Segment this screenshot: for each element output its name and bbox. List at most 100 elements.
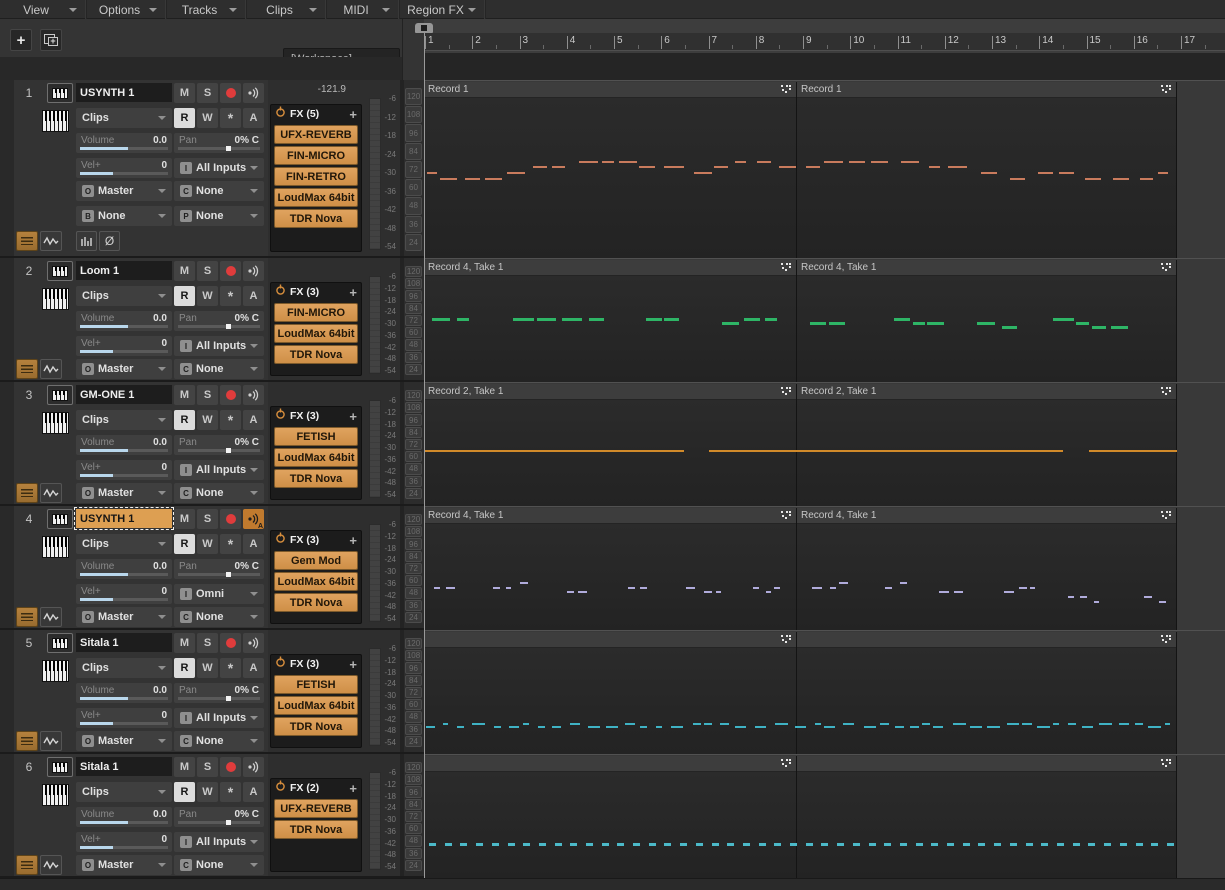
pitch-scale-box[interactable]: 120	[405, 88, 422, 105]
track-number[interactable]: 3	[14, 388, 44, 402]
automation-lane-button[interactable]	[40, 231, 62, 251]
pitch-scale-box[interactable]: 96	[405, 538, 422, 549]
meter-options-button[interactable]	[76, 231, 97, 251]
automation-assign-button[interactable]: A	[243, 410, 264, 430]
solo-button[interactable]: S	[197, 509, 218, 529]
pitch-scale-box[interactable]: 36	[405, 476, 422, 487]
solo-button[interactable]: S	[197, 261, 218, 281]
automation-write-button[interactable]: W	[197, 286, 218, 306]
automation-read-button[interactable]: R	[174, 286, 195, 306]
automation-snap-button[interactable]: *	[220, 286, 241, 306]
pitch-scale-box[interactable]: 96	[405, 414, 422, 425]
aux-send-dropdown[interactable]: CNone	[174, 483, 264, 503]
velocity-field[interactable]: Vel+0	[76, 708, 172, 728]
mute-button[interactable]: M	[174, 83, 195, 103]
add-fx-button[interactable]: +	[349, 285, 357, 300]
output-dropdown[interactable]: OMaster	[76, 855, 172, 875]
pan-field-thumb[interactable]	[226, 820, 231, 825]
arm-record-button[interactable]	[220, 261, 241, 281]
mute-button[interactable]: M	[174, 261, 195, 281]
pitch-scale-box[interactable]: 96	[405, 786, 422, 797]
fx-plugin-button[interactable]: TDR Nova	[274, 717, 358, 736]
collapse-arrows-icon[interactable]	[350, 757, 360, 769]
output-dropdown[interactable]: OMaster	[76, 483, 172, 503]
pan-field-slider[interactable]	[178, 325, 260, 328]
input-echo-button[interactable]	[243, 83, 264, 103]
instrument-button[interactable]	[47, 509, 73, 529]
clip-header[interactable]	[424, 632, 796, 648]
pitch-scale-box[interactable]: 120	[405, 762, 422, 773]
track-name-field[interactable]: Loom 1	[76, 261, 172, 280]
pitch-scale-box[interactable]: 84	[405, 675, 422, 686]
arm-record-button[interactable]	[220, 633, 241, 653]
solo-button[interactable]: S	[197, 385, 218, 405]
fx-plugin-button[interactable]: LoudMax 64bit	[274, 696, 358, 715]
pan-field-thumb[interactable]	[226, 324, 231, 329]
add-fx-button[interactable]: +	[349, 409, 357, 424]
automation-lane-button[interactable]	[40, 359, 62, 379]
pitch-scale-box[interactable]: 108	[405, 278, 422, 289]
instrument-icon[interactable]	[42, 412, 69, 439]
fx-plugin-button[interactable]: TDR Nova	[274, 593, 358, 612]
collapse-arrows-icon[interactable]	[350, 633, 360, 645]
power-icon[interactable]	[275, 531, 286, 549]
display-mode-dropdown[interactable]: Clips	[76, 782, 172, 802]
arm-record-button[interactable]	[220, 757, 241, 777]
input-echo-button[interactable]: A	[243, 509, 264, 529]
pan-field-thumb[interactable]	[226, 696, 231, 701]
menu-item-tracks[interactable]: Tracks	[167, 0, 247, 19]
clip-row[interactable]	[424, 754, 1225, 878]
velocity-field-slider[interactable]	[80, 474, 168, 477]
pitch-scale-box[interactable]: 24	[405, 736, 422, 747]
clip-header[interactable]	[797, 756, 1176, 772]
fx-bin-header[interactable]: FX (3)+	[271, 531, 361, 549]
patch-dropdown[interactable]: PNone	[174, 206, 264, 226]
fx-bin-header[interactable]: FX (3)+	[271, 655, 361, 673]
pitch-scale-box[interactable]: 120	[405, 638, 422, 649]
input-echo-button[interactable]	[243, 633, 264, 653]
fx-bin-header[interactable]: FX (3)+	[271, 283, 361, 301]
track-number[interactable]: 5	[14, 636, 44, 650]
input-dropdown[interactable]: IAll Inputs -	[174, 832, 264, 852]
fx-plugin-button[interactable]: LoudMax 64bit	[274, 324, 358, 343]
take-lanes-button[interactable]	[16, 483, 38, 503]
instrument-button[interactable]	[47, 385, 73, 405]
pan-field-slider[interactable]	[178, 449, 260, 452]
automation-snap-button[interactable]: *	[220, 108, 241, 128]
track-name-field[interactable]: GM-ONE 1	[76, 385, 172, 404]
fx-plugin-button[interactable]: LoudMax 64bit	[274, 188, 358, 207]
pitch-scale-box[interactable]: 72	[405, 315, 422, 326]
automation-write-button[interactable]: W	[197, 108, 218, 128]
pitch-scale-box[interactable]: 36	[405, 600, 422, 611]
add-fx-button[interactable]: +	[349, 781, 357, 796]
track-number[interactable]: 4	[14, 512, 44, 526]
automation-lane-button[interactable]	[40, 483, 62, 503]
pitch-scale-box[interactable]: 36	[405, 848, 422, 859]
velocity-field-slider[interactable]	[80, 846, 168, 849]
automation-snap-button[interactable]: *	[220, 658, 241, 678]
input-dropdown[interactable]: IAll Inputs -	[174, 158, 264, 178]
menu-item-region-fx[interactable]: Region FX	[400, 0, 486, 19]
solo-button[interactable]: S	[197, 83, 218, 103]
pitch-scale-box[interactable]: 108	[405, 650, 422, 661]
pitch-scale-box[interactable]: 72	[405, 811, 422, 822]
collapse-arrows-icon[interactable]	[350, 261, 360, 273]
menu-item-view[interactable]: View	[0, 0, 87, 19]
pitch-scale-box[interactable]: 108	[405, 402, 422, 413]
mute-button[interactable]: M	[174, 509, 195, 529]
input-dropdown[interactable]: IAll Inputs -	[174, 460, 264, 480]
fx-plugin-button[interactable]: UFX-REVERB	[274, 799, 358, 818]
pitch-scale-box[interactable]: 72	[405, 687, 422, 698]
instrument-icon[interactable]	[42, 536, 69, 563]
instrument-button[interactable]	[47, 261, 73, 281]
pitch-scale-box[interactable]: 60	[405, 699, 422, 710]
volume-field[interactable]: Volume0.0	[76, 133, 172, 153]
take-lanes-button[interactable]	[16, 607, 38, 627]
fx-bin-header[interactable]: FX (5)+	[271, 105, 361, 123]
aux-send-dropdown[interactable]: CNone	[174, 181, 264, 201]
pitch-scale-box[interactable]: 72	[405, 439, 422, 450]
pitch-scale-box[interactable]: 24	[405, 488, 422, 499]
automation-write-button[interactable]: W	[197, 658, 218, 678]
fx-plugin-button[interactable]: TDR Nova	[274, 820, 358, 839]
horizontal-scrollbar[interactable]	[0, 878, 1225, 890]
